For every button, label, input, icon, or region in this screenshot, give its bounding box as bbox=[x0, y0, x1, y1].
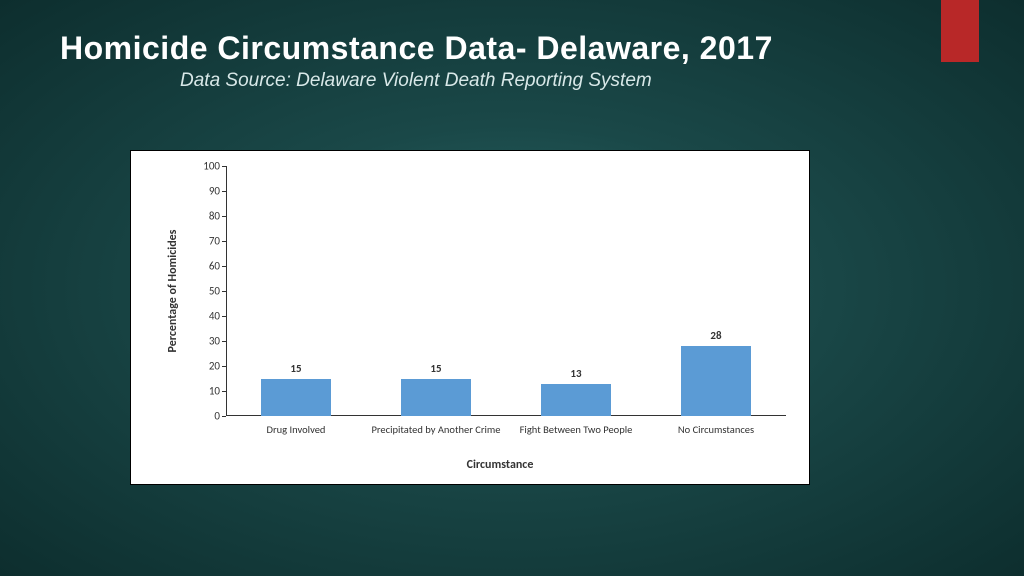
bar: 28 bbox=[681, 346, 751, 416]
y-axis-label: Percentage of Homicides bbox=[166, 230, 180, 353]
y-tick-label: 70 bbox=[209, 235, 220, 248]
y-tick-mark bbox=[222, 216, 226, 217]
bar: 15 bbox=[401, 379, 471, 417]
y-tick-label: 90 bbox=[209, 185, 220, 198]
chart-container: Percentage of Homicides 0102030405060708… bbox=[130, 150, 810, 485]
y-tick-label: 50 bbox=[209, 285, 220, 298]
y-tick-label: 40 bbox=[209, 310, 220, 323]
y-axis-line bbox=[226, 166, 227, 416]
x-tick-label: Drug Involved bbox=[231, 424, 361, 437]
plot-area: 010203040506070809010015Drug Involved15P… bbox=[226, 166, 786, 416]
y-tick-label: 30 bbox=[209, 335, 220, 348]
y-tick-mark bbox=[222, 366, 226, 367]
y-tick-mark bbox=[222, 291, 226, 292]
x-tick-label: No Circumstances bbox=[651, 424, 781, 437]
x-axis-label: Circumstance bbox=[467, 458, 534, 472]
y-tick-mark bbox=[222, 391, 226, 392]
y-tick-mark bbox=[222, 341, 226, 342]
bar-value-label: 13 bbox=[570, 367, 581, 380]
y-tick-mark bbox=[222, 191, 226, 192]
y-tick-mark bbox=[222, 166, 226, 167]
y-tick-label: 0 bbox=[214, 410, 220, 423]
y-tick-label: 80 bbox=[209, 210, 220, 223]
y-tick-label: 60 bbox=[209, 260, 220, 273]
y-tick-mark bbox=[222, 416, 226, 417]
bar: 15 bbox=[261, 379, 331, 417]
accent-bar bbox=[941, 0, 979, 62]
slide-title: Homicide Circumstance Data- Delaware, 20… bbox=[60, 30, 773, 67]
y-tick-label: 20 bbox=[209, 360, 220, 373]
y-tick-mark bbox=[222, 241, 226, 242]
y-tick-label: 10 bbox=[209, 385, 220, 398]
slide-subtitle: Data Source: Delaware Violent Death Repo… bbox=[180, 70, 652, 92]
y-tick-mark bbox=[222, 266, 226, 267]
bar-value-label: 15 bbox=[290, 362, 301, 375]
x-tick-label: Fight Between Two People bbox=[511, 424, 641, 437]
y-tick-label: 100 bbox=[203, 160, 220, 173]
x-tick-label: Precipitated by Another Crime bbox=[371, 424, 501, 437]
bar-value-label: 28 bbox=[710, 329, 721, 342]
bar-value-label: 15 bbox=[430, 362, 441, 375]
y-tick-mark bbox=[222, 316, 226, 317]
bar: 13 bbox=[541, 384, 611, 417]
